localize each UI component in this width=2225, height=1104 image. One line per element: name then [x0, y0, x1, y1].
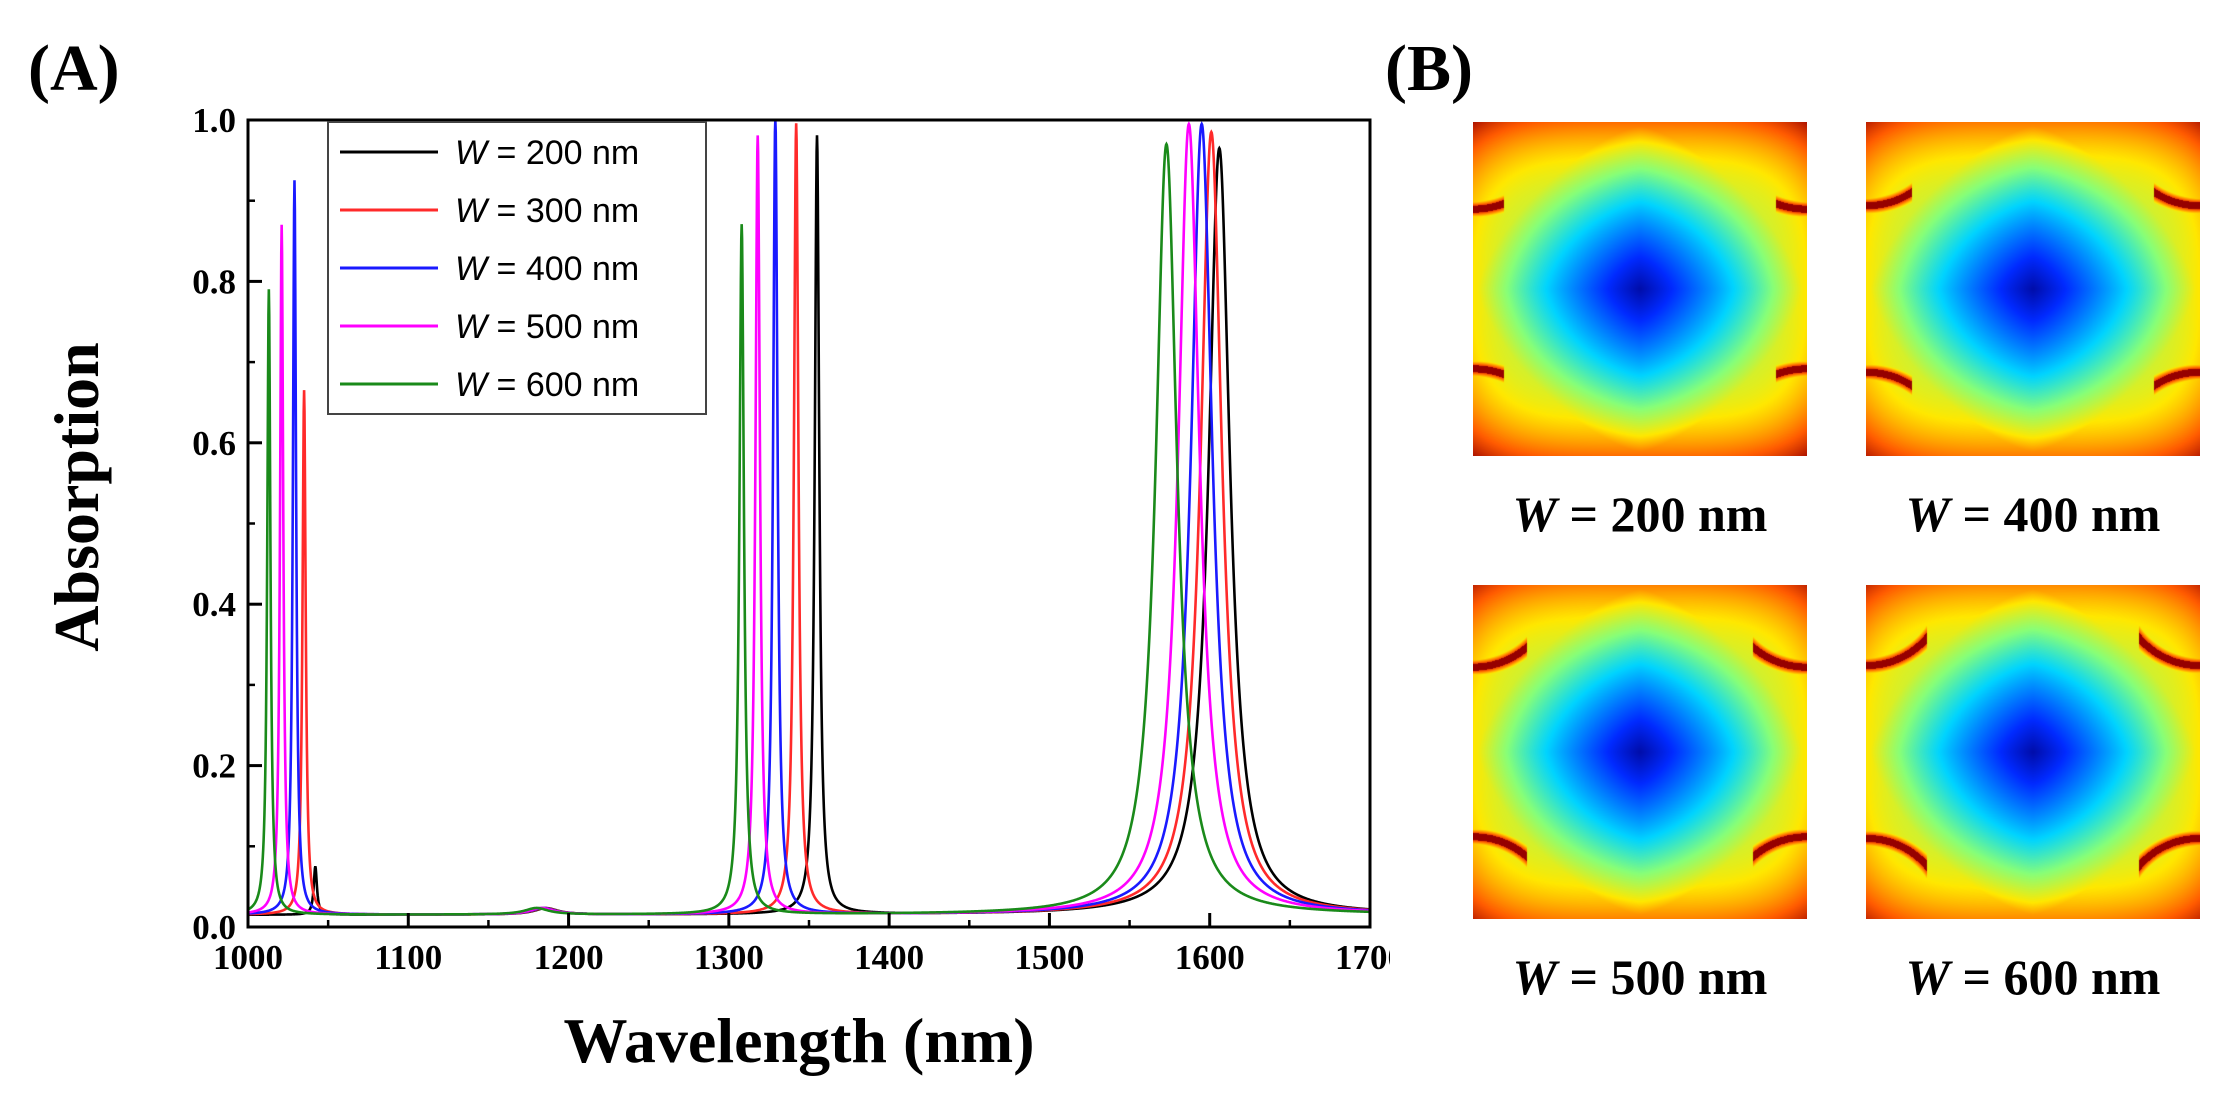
- legend-item-3: W = 400 nm: [340, 250, 639, 288]
- series-line-5: [248, 141, 1370, 916]
- legend-label: W = 500 nm: [455, 308, 639, 346]
- x-tick-label: 1100: [374, 938, 442, 977]
- legend-var: W: [455, 308, 490, 346]
- y-tick-label: 1.0: [192, 101, 236, 140]
- y-tick-label: 0.4: [192, 585, 236, 624]
- field-map-4: [1866, 585, 2200, 919]
- legend-value: = 500 nm: [487, 308, 639, 346]
- field-map-2: [1866, 122, 2200, 456]
- legend-item-1: W = 200 nm: [340, 134, 639, 172]
- legend-item-4: W = 500 nm: [340, 308, 639, 346]
- curves-group: [248, 119, 1370, 916]
- x-tick-label: 1600: [1175, 938, 1245, 977]
- y-tick-label: 0.8: [192, 262, 236, 301]
- field-map-caption-2: W = 400 nm: [1863, 489, 2203, 539]
- caption-value: = 500 nm: [1557, 949, 1768, 1005]
- field-map-caption-3: W = 500 nm: [1470, 952, 1810, 1002]
- caption-var: W: [1905, 486, 1950, 542]
- legend-var: W: [455, 250, 490, 288]
- panel-a-label: (A): [28, 32, 120, 105]
- x-axis-label: Wavelength (nm): [563, 1005, 1034, 1076]
- legend-label: W = 400 nm: [455, 250, 639, 288]
- legend-label: W = 600 nm: [455, 366, 639, 404]
- field-map-3: [1473, 585, 1807, 919]
- legend-label: W = 200 nm: [455, 134, 639, 172]
- legend-item-5: W = 600 nm: [340, 366, 639, 404]
- legend-var: W: [455, 134, 490, 172]
- x-tick-label: 1500: [1014, 938, 1084, 977]
- legend-var: W: [455, 192, 490, 230]
- legend-var: W: [455, 366, 490, 404]
- caption-value: = 200 nm: [1557, 486, 1768, 542]
- field-map-caption-4: W = 600 nm: [1863, 952, 2203, 1002]
- legend-value: = 200 nm: [487, 134, 639, 172]
- y-tick-label: 0.6: [192, 424, 236, 463]
- caption-var: W: [1512, 486, 1557, 542]
- caption-value: = 600 nm: [1950, 949, 2161, 1005]
- legend-value: = 400 nm: [487, 250, 639, 288]
- caption-var: W: [1905, 949, 1950, 1005]
- field-map-image: [1866, 122, 2200, 456]
- x-tick-label: 1000: [213, 938, 283, 977]
- legend-label: W = 300 nm: [455, 192, 639, 230]
- field-map-image: [1473, 585, 1807, 919]
- field-map-1: [1473, 122, 1807, 456]
- caption-var: W: [1512, 949, 1557, 1005]
- x-tick-label: 1300: [694, 938, 764, 977]
- caption-value: = 400 nm: [1950, 486, 2161, 542]
- field-map-image: [1473, 122, 1807, 456]
- y-tick-label: 0.2: [192, 747, 236, 786]
- panel-b-label: (B): [1385, 32, 1473, 105]
- legend-value: = 600 nm: [487, 366, 639, 404]
- legend: W = 200 nmW = 300 nmW = 400 nmW = 500 nm…: [327, 121, 707, 415]
- field-map-caption-1: W = 200 nm: [1470, 489, 1810, 539]
- x-tick-label: 1200: [534, 938, 604, 977]
- y-axis-label: Absorption: [41, 342, 112, 651]
- y-tick-label: 0.0: [192, 908, 236, 947]
- legend-value: = 300 nm: [487, 192, 639, 230]
- legend-item-2: W = 300 nm: [340, 192, 639, 230]
- field-map-image: [1866, 585, 2200, 919]
- x-tick-label: 1400: [854, 938, 924, 977]
